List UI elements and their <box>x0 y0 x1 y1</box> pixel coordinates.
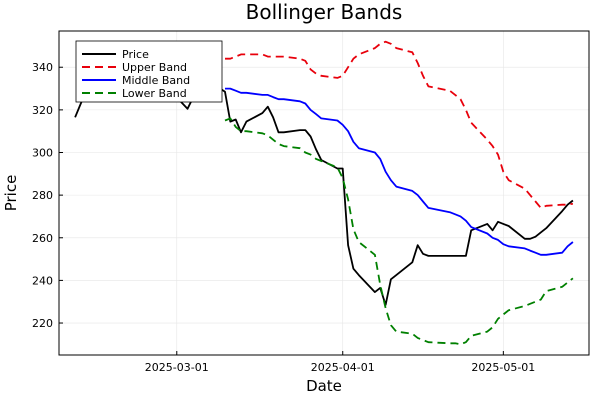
plot-frame <box>58 30 590 356</box>
y-tick-label: 240 <box>32 274 53 287</box>
grid-layer <box>59 31 589 355</box>
tick-layer: 2025-03-01 2025-04-01 2025-05-01 220 240 260 2… <box>32 61 535 374</box>
x-tick-label: 2025-04-01 <box>311 361 375 374</box>
y-tick-label: 300 <box>32 147 53 160</box>
x-tick-label: 2025-05-01 <box>471 361 535 374</box>
legend-label-middle-band: Middle Band <box>122 74 190 87</box>
legend-label-upper-band: Upper Band <box>122 61 187 74</box>
x-axis-label: Date <box>306 377 342 395</box>
y-tick-label: 320 <box>32 104 53 117</box>
y-axis-label: Price <box>2 175 20 212</box>
legend-label-price: Price <box>122 48 149 61</box>
legend-box <box>75 40 223 103</box>
chart-title: Bollinger Bands <box>246 0 403 24</box>
x-tick-label: 2025-03-01 <box>145 361 209 374</box>
y-tick-label: 280 <box>32 189 53 202</box>
legend: Price Upper Band Middle Band Lower Band <box>75 40 223 103</box>
y-tick-label: 340 <box>32 61 53 74</box>
legend-label-lower-band: Lower Band <box>122 87 187 100</box>
series-line-price <box>74 75 574 306</box>
series-line-upper-band <box>225 40 574 209</box>
series-line-middle-band <box>225 87 574 256</box>
y-tick-label: 220 <box>32 317 53 330</box>
y-tick-label: 260 <box>32 232 53 245</box>
series-line-lower-band <box>224 117 574 346</box>
